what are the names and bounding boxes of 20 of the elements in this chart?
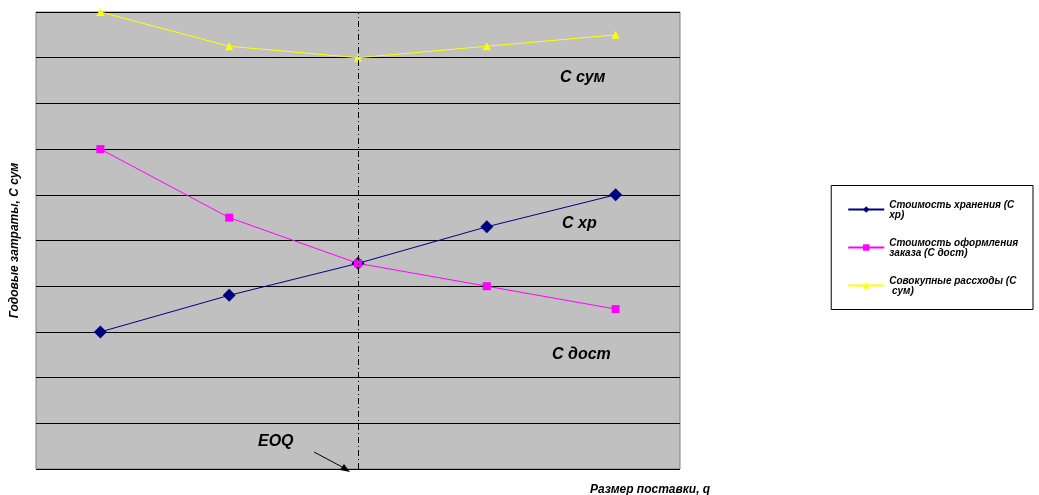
point <box>96 8 105 16</box>
point <box>480 220 494 234</box>
x-axis-title: Размер поставки, q <box>590 482 711 495</box>
annotation: С дост <box>552 344 611 362</box>
legend-label: Стоимость хранения (С хр) <box>888 199 1018 220</box>
point <box>222 288 236 302</box>
point <box>225 213 234 222</box>
point <box>609 188 623 202</box>
point <box>611 305 620 314</box>
point <box>611 30 620 39</box>
point <box>354 53 362 62</box>
legend-label: Совокупные рассходы (С сум) <box>889 275 1018 296</box>
point <box>96 145 105 154</box>
point <box>93 325 107 339</box>
point <box>482 282 491 291</box>
y-axis-title: Годовые затраты, С сум <box>7 162 21 319</box>
legend-label: Стоимость оформления заказа (С дост) <box>889 237 1021 258</box>
annotation: С хр <box>562 213 597 231</box>
annotation: С сум <box>560 67 606 85</box>
annotation: EOQ <box>258 431 295 449</box>
